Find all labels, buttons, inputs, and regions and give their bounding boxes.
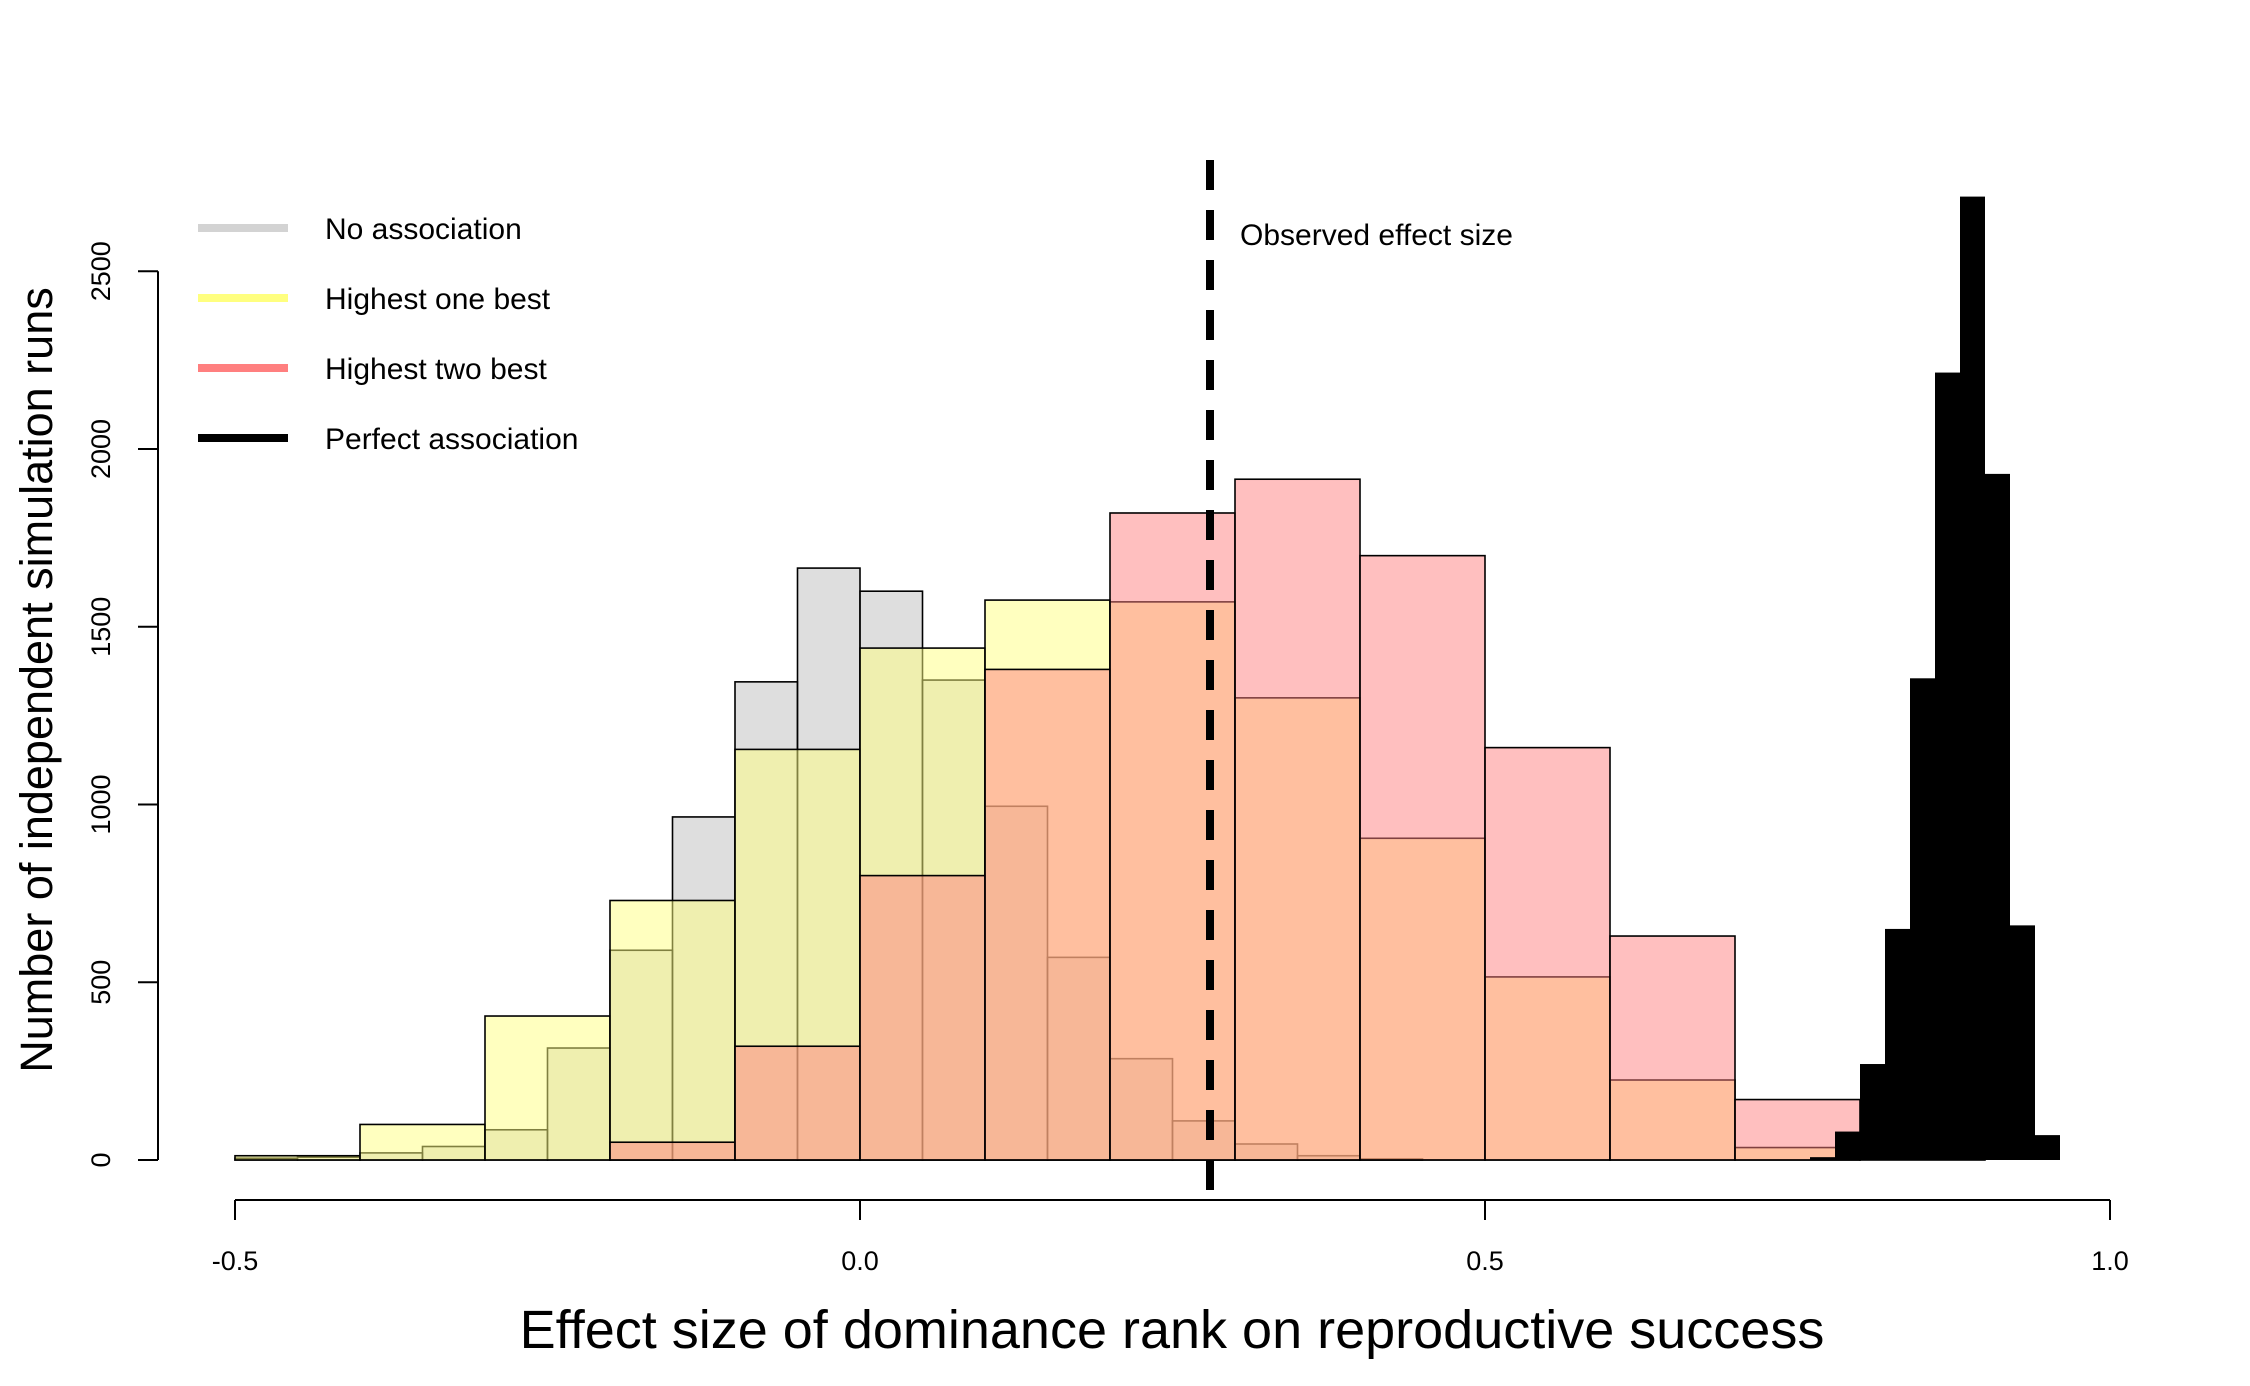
highest-one-best-bar-1 — [359, 1123, 486, 1161]
highest-one-best-bar-0 — [234, 1154, 361, 1161]
perfect-association-series — [1810, 196, 2060, 1161]
legend-label: Perfect association — [325, 423, 578, 456]
highest-one-best-bar-2 — [484, 1015, 611, 1161]
highest-two-best-bar-1 — [734, 1045, 861, 1161]
highest-two-best-bar-0 — [609, 1141, 736, 1161]
legend-label: No association — [325, 213, 522, 246]
histogram-bars — [234, 196, 2060, 1161]
highest-two-best-bar-7 — [1484, 746, 1611, 1161]
y-tick-label: 2000 — [86, 419, 116, 479]
highest-two-best-bar-5 — [1234, 478, 1361, 1161]
legend-label: Highest two best — [325, 353, 547, 386]
x-axis-label: Effect size of dominance rank on reprodu… — [520, 1300, 1825, 1360]
axes: 0 500 1000 1500 2000 2500 -0.5 0.0 0.5 1.0 — [86, 241, 2129, 1276]
perfect-association-bar-7 — [1985, 473, 2010, 1160]
perfect-association-bar-2 — [1860, 1064, 1885, 1160]
perfect-association-bar-4 — [1910, 678, 1935, 1160]
perfect-association-bar-5 — [1935, 372, 1960, 1160]
highest-one-best-bar-3 — [609, 899, 736, 1161]
y-axis-label: Number of independent simulation runs — [11, 287, 62, 1072]
y-tick-label: 500 — [86, 960, 116, 1005]
x-tick-label: 0.5 — [1466, 1246, 1504, 1276]
perfect-association-bar-9 — [2035, 1135, 2060, 1160]
highest-two-best-bar-2 — [859, 874, 986, 1161]
legend: No association Highest one best Highest tw… — [198, 213, 578, 456]
y-tick-label: 1500 — [86, 597, 116, 657]
perfect-association-bar-1 — [1835, 1131, 1860, 1160]
highest-two-best-bar-4 — [1109, 512, 1236, 1161]
observed-effect-label: Observed effect size — [1240, 219, 1513, 252]
perfect-association-bar-8 — [2010, 925, 2035, 1160]
y-tick-label: 1000 — [86, 774, 116, 834]
perfect-association-bar-0 — [1810, 1157, 1835, 1160]
perfect-association-bar-6 — [1960, 196, 1985, 1161]
x-tick-label: 0.0 — [841, 1246, 879, 1276]
y-tick-label: 0 — [86, 1152, 116, 1167]
x-tick-label: 1.0 — [2091, 1246, 2129, 1276]
highest-two-best-bar-8 — [1609, 935, 1736, 1161]
perfect-association-bar-3 — [1885, 928, 1910, 1160]
highest-two-best-bar-6 — [1359, 554, 1486, 1161]
x-tick-label: -0.5 — [212, 1246, 259, 1276]
highest-two-best-series — [609, 478, 1986, 1161]
highest-two-best-bar-3 — [984, 668, 1111, 1161]
y-tick-label: 2500 — [86, 241, 116, 301]
legend-label: Highest one best — [325, 283, 551, 316]
